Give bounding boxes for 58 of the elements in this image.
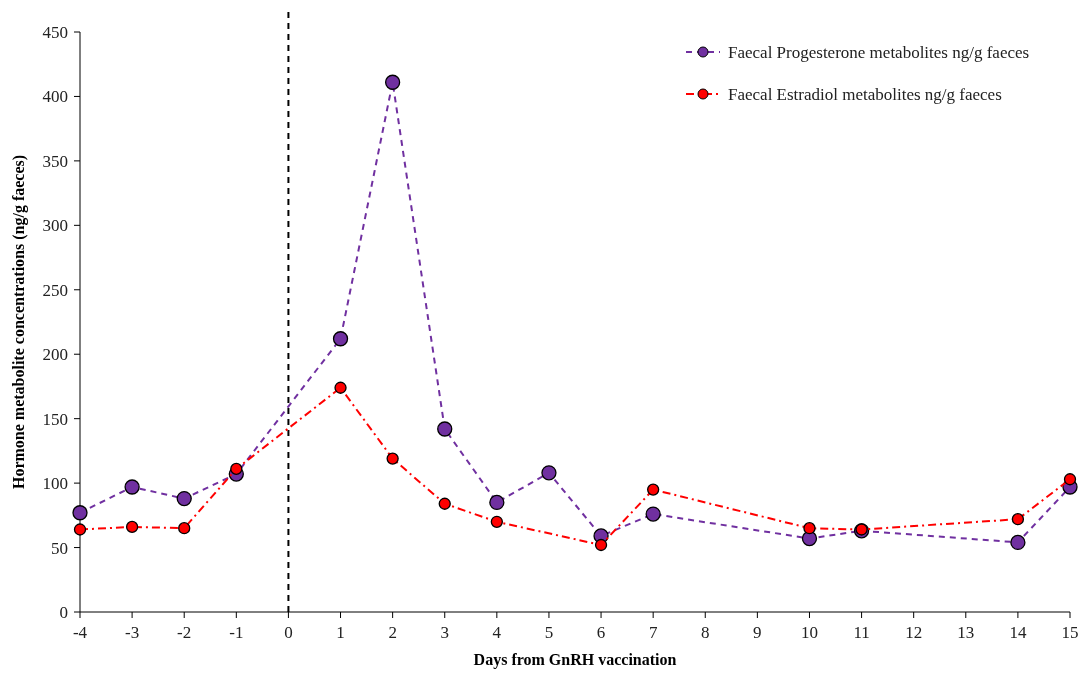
y-tick-label: 100 xyxy=(42,474,68,494)
point xyxy=(230,462,243,476)
legend-label: Faecal Estradiol metabolites ng/g faeces xyxy=(728,84,1002,104)
x-tick-label: 7 xyxy=(648,623,658,642)
y-tick-label: 250 xyxy=(42,280,68,300)
x-tick-label: 5 xyxy=(544,623,554,642)
y-tick-label: 350 xyxy=(42,151,68,171)
x-tick-label: 4 xyxy=(492,623,502,642)
point xyxy=(124,479,140,495)
point xyxy=(645,506,661,522)
point xyxy=(125,520,139,534)
point xyxy=(594,538,608,552)
x-tick-label: 13 xyxy=(957,623,975,642)
y-axis-title: Hormone metabolite concentrations (ng/g faeces) xyxy=(10,154,28,490)
point xyxy=(384,74,401,90)
x-axis-title: Days from GnRH vaccination xyxy=(473,651,677,669)
point xyxy=(647,483,660,496)
x-tick-label: 9 xyxy=(753,623,762,642)
x-tick-label: 14 xyxy=(1009,623,1027,642)
point xyxy=(437,421,453,437)
y-tick-label: 150 xyxy=(42,409,68,429)
x-tick-label: -1 xyxy=(229,623,244,642)
point xyxy=(438,497,451,510)
y-tick-label: 400 xyxy=(42,87,68,107)
point xyxy=(1010,534,1026,551)
point xyxy=(72,505,88,521)
point xyxy=(178,522,191,535)
point xyxy=(803,522,816,535)
legend-label: Faecal Progesterone metabolites ng/g faeces xyxy=(728,42,1030,62)
y-tick-label: 300 xyxy=(42,216,68,236)
point xyxy=(801,530,818,547)
x-tick-label: 10 xyxy=(800,623,818,642)
point xyxy=(386,452,399,465)
point xyxy=(176,490,192,507)
y-tick-label: 50 xyxy=(51,538,68,558)
point xyxy=(73,523,87,536)
x-tick-label: 15 xyxy=(1061,623,1079,642)
x-tick-label: -2 xyxy=(177,623,192,642)
x-tick-label: -3 xyxy=(125,623,140,642)
x-tick-label: 3 xyxy=(440,623,449,642)
point xyxy=(332,331,349,347)
x-tick-label: 0 xyxy=(284,623,293,642)
x-tick-label: 2 xyxy=(388,623,397,642)
x-tick-label: 1 xyxy=(336,623,345,642)
x-tick-label: 8 xyxy=(701,623,710,642)
x-tick-label: -4 xyxy=(72,623,88,642)
x-tick-label: 12 xyxy=(905,623,923,642)
point xyxy=(1011,513,1025,526)
y-tick-label: 0 xyxy=(59,602,68,622)
point xyxy=(1063,473,1077,486)
x-tick-label: 6 xyxy=(596,623,606,642)
x-tick-label: 11 xyxy=(853,623,870,642)
point xyxy=(334,381,347,394)
point xyxy=(541,465,557,481)
point xyxy=(490,515,503,528)
y-tick-label: 200 xyxy=(42,345,68,365)
y-tick-label: 450 xyxy=(42,22,68,42)
point xyxy=(489,494,505,511)
